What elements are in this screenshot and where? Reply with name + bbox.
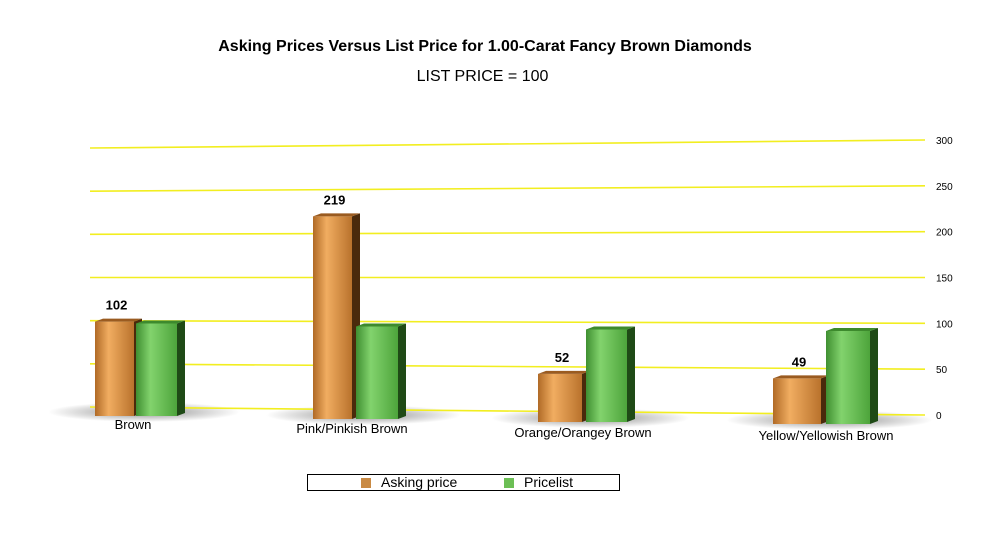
bar-pricelist-top xyxy=(586,326,635,330)
y-tick-label: 0 xyxy=(936,411,942,422)
y-tick-label: 150 xyxy=(936,273,953,284)
legend-label-pricelist: Pricelist xyxy=(524,474,574,490)
legend-swatch-asking-price xyxy=(361,478,371,488)
bar-asking-price-top xyxy=(538,370,590,374)
bar-pricelist-side xyxy=(627,326,635,422)
bar-pricelist xyxy=(826,331,870,424)
bar-pricelist xyxy=(136,323,177,416)
bar-pricelist-top xyxy=(826,328,878,331)
bar-pricelist xyxy=(356,326,398,419)
category-label: Pink/Pinkish Brown xyxy=(296,421,407,436)
legend-swatch-pricelist xyxy=(504,478,514,488)
legend: Asking price Pricelist xyxy=(307,474,620,491)
bar-pricelist xyxy=(586,329,627,422)
category-label: Orange/Orangey Brown xyxy=(514,425,651,440)
bar-asking-price xyxy=(773,378,821,424)
legend-item-pricelist: Pricelist xyxy=(504,475,573,490)
gridline xyxy=(89,185,926,192)
y-tick-label: 300 xyxy=(936,136,953,147)
gridline xyxy=(89,319,926,325)
gridline xyxy=(89,230,926,236)
y-tick-label: 250 xyxy=(936,182,953,193)
bar-asking-price-top xyxy=(313,213,360,217)
bar-asking-price-top xyxy=(95,318,142,322)
chart-plot-area: 0 50 100 150 200 250 300 102 Brown 219 Pink/Pinkis… xyxy=(48,136,953,443)
legend-item-asking-price: Asking price xyxy=(361,475,457,490)
bar-pricelist-top xyxy=(356,323,406,327)
gridline xyxy=(89,363,926,370)
data-label: 52 xyxy=(555,350,569,365)
bar-pricelist-side xyxy=(870,328,878,424)
bar-asking-price xyxy=(313,216,352,419)
bar-asking-price xyxy=(95,321,134,416)
bar-pricelist-side xyxy=(177,320,185,416)
data-label: 102 xyxy=(106,298,128,313)
data-label: 219 xyxy=(324,192,346,207)
data-label: 49 xyxy=(792,354,806,369)
gridline xyxy=(89,139,926,149)
bar-pricelist-side xyxy=(398,323,406,419)
bar-asking-price xyxy=(538,373,582,422)
legend-label-asking-price: Asking price xyxy=(381,474,458,490)
chart-subtitle: LIST PRICE = 100 xyxy=(416,68,549,85)
bar-pricelist-top xyxy=(136,320,185,324)
y-tick-label: 50 xyxy=(936,365,948,376)
y-tick-label: 100 xyxy=(936,319,953,330)
category-label: Brown xyxy=(115,417,152,432)
chart-title: Asking Prices Versus List Price for 1.00… xyxy=(218,38,752,55)
y-tick-label: 200 xyxy=(936,228,953,239)
category-label: Yellow/Yellowish Brown xyxy=(759,428,894,443)
bar-asking-price-top xyxy=(773,375,829,379)
